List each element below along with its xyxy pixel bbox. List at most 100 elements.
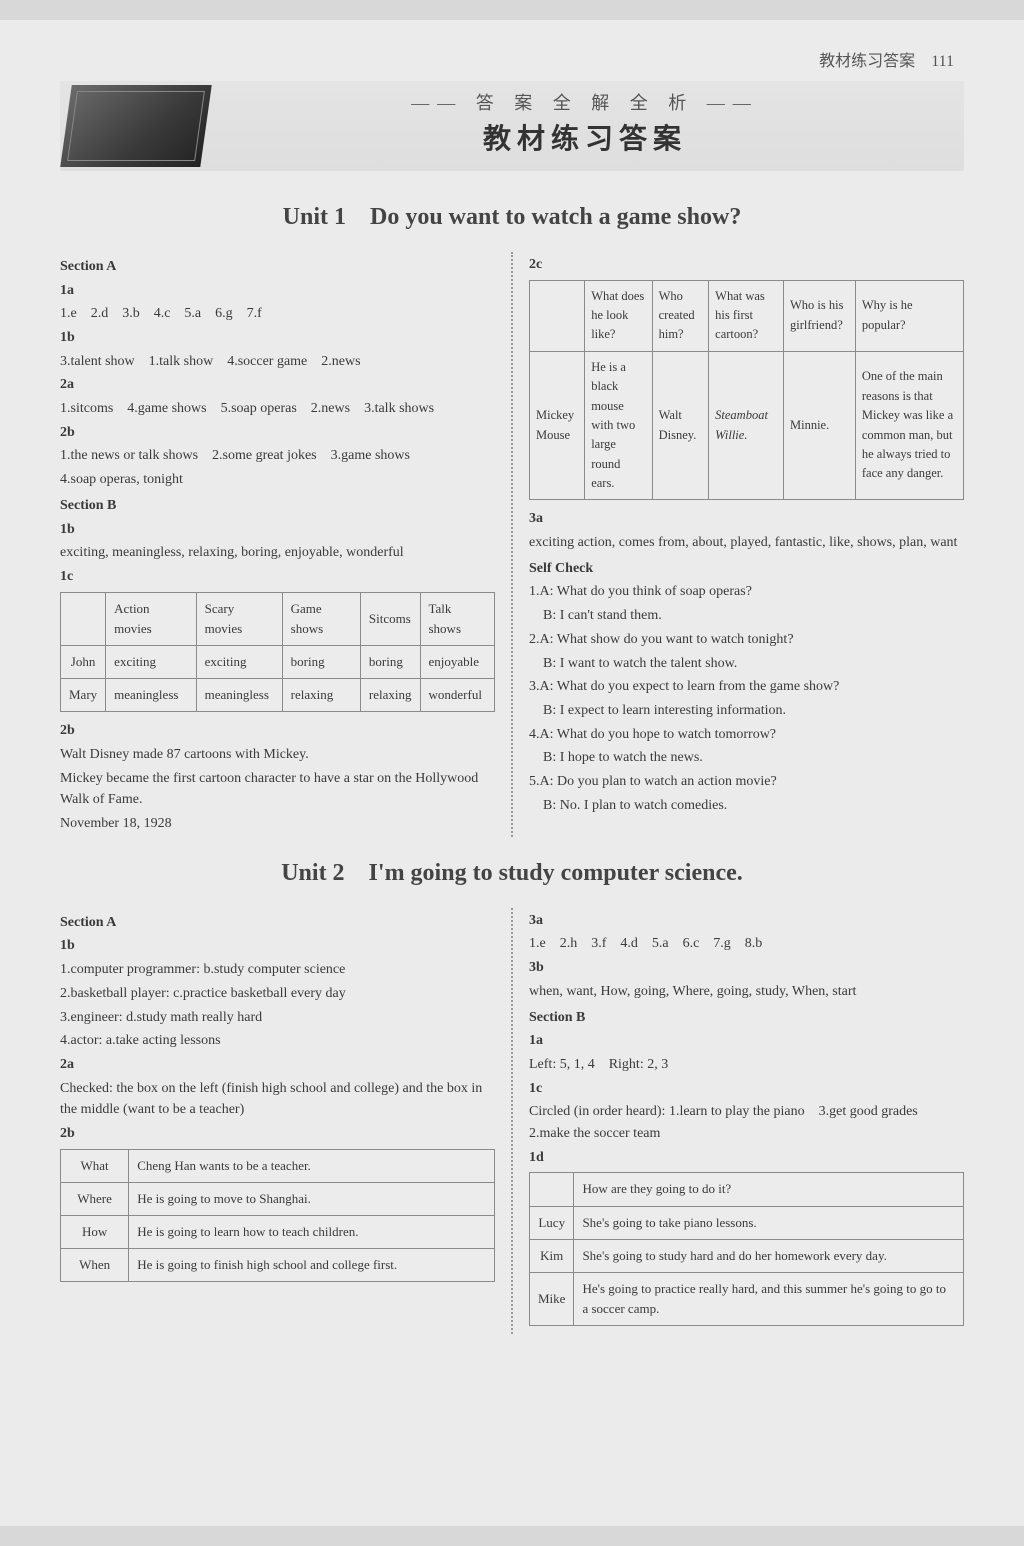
page: 教材练习答案 111 —— 答 案 全 解 全 析 —— 教材练习答案 Unit… xyxy=(0,20,1024,1526)
u1-sc-2a: 2.A: What show do you want to watch toni… xyxy=(529,629,964,651)
table-cell: Talk shows xyxy=(420,592,495,645)
table-cell: Who created him? xyxy=(652,280,709,351)
u1-2b-answers-1: 1.the news or talk shows 2.some great jo… xyxy=(60,445,495,467)
table-cell xyxy=(530,1173,574,1206)
unit1-right-col: 2c What does he look like? Who created h… xyxy=(529,252,964,837)
u2-3a-answers: 1.e 2.h 3.f 4.d 5.a 6.c 7.g 8.b xyxy=(529,933,964,955)
u2-1b-3: 3.engineer: d.study math really hard xyxy=(60,1007,495,1029)
table-cell: He is going to learn how to teach childr… xyxy=(129,1215,495,1248)
u1-2a-answers: 1.sitcoms 4.game shows 5.soap operas 2.n… xyxy=(60,398,495,420)
table-cell: Walt Disney. xyxy=(652,351,709,500)
u1-sectionA-label: Section A xyxy=(60,256,495,278)
banner-title: 教材练习答案 xyxy=(206,118,964,161)
u1-2b-answers-2: 4.soap operas, tonight xyxy=(60,469,495,491)
u1-1b-answers: 3.talent show 1.talk show 4.soccer game … xyxy=(60,351,495,373)
u1-sc-5a: 5.A: Do you plan to watch an action movi… xyxy=(529,771,964,793)
table-row: Lucy She's going to take piano lessons. xyxy=(530,1206,964,1239)
unit1-title: Unit 1 Do you want to watch a game show? xyxy=(60,199,964,236)
table-cell: He is going to move to Shanghai. xyxy=(129,1182,495,1215)
page-number: 111 xyxy=(931,53,954,70)
table-cell xyxy=(61,592,106,645)
table-cell: meaningless xyxy=(106,679,196,712)
u2-2a-answers: Checked: the box on the left (finish hig… xyxy=(60,1078,495,1121)
u1-sc-3a: 3.A: What do you expect to learn from th… xyxy=(529,676,964,698)
table-cell: How are they going to do it? xyxy=(574,1173,964,1206)
table-row: Mike He's going to practice really hard,… xyxy=(530,1272,964,1325)
table-cell: Action movies xyxy=(106,592,196,645)
u1-2b2-line2: Mickey became the first cartoon characte… xyxy=(60,768,495,811)
unit2-left-col: Section A 1b 1.computer programmer: b.st… xyxy=(60,908,495,1334)
u2-sectionB-label: Section B xyxy=(529,1007,964,1029)
column-divider xyxy=(511,908,513,1334)
u1-3a-answers: exciting action, comes from, about, play… xyxy=(529,532,964,554)
u1-2b2-label: 2b xyxy=(60,720,495,742)
table-cell: Mary xyxy=(61,679,106,712)
u1-sc-1b: B: I can't stand them. xyxy=(529,605,964,627)
u1-1b-label: 1b xyxy=(60,327,495,349)
u2-3a-label: 3a xyxy=(529,910,964,932)
u1-sc-4b: B: I hope to watch the news. xyxy=(529,747,964,769)
table-cell: Mike xyxy=(530,1272,574,1325)
table-row: Where He is going to move to Shanghai. xyxy=(61,1182,495,1215)
u1-2c-table: What does he look like? Who created him?… xyxy=(529,280,964,501)
table-row: What Cheng Han wants to be a teacher. xyxy=(61,1149,495,1182)
table-cell: Mickey Mouse xyxy=(530,351,585,500)
u1-sc-4a: 4.A: What do you hope to watch tomorrow? xyxy=(529,724,964,746)
u1-sectionB-label: Section B xyxy=(60,495,495,517)
header-label: 教材练习答案 xyxy=(819,53,915,70)
table-cell: He is a black mouse with two large round… xyxy=(585,351,652,500)
table-cell: boring xyxy=(282,645,360,678)
book-logo xyxy=(60,85,212,167)
u2-2b-table: What Cheng Han wants to be a teacher. Wh… xyxy=(60,1149,495,1283)
unit1-left-col: Section A 1a 1.e 2.d 3.b 4.c 5.a 6.g 7.f… xyxy=(60,252,495,837)
u1-2b-label: 2b xyxy=(60,422,495,444)
table-cell: What xyxy=(61,1149,129,1182)
table-cell: One of the main reasons is that Mickey w… xyxy=(855,351,963,500)
table-cell: What does he look like? xyxy=(585,280,652,351)
table-cell: Minnie. xyxy=(784,351,856,500)
u1-1c-table: Action movies Scary movies Game shows Si… xyxy=(60,592,495,713)
u2-1b-4: 4.actor: a.take acting lessons xyxy=(60,1030,495,1052)
table-row: What does he look like? Who created him?… xyxy=(530,280,964,351)
u2-3b-answers: when, want, How, going, Where, going, st… xyxy=(529,981,964,1003)
u1-sc-2b: B: I want to watch the talent show. xyxy=(529,653,964,675)
table-cell: exciting xyxy=(106,645,196,678)
table-cell: He's going to practice really hard, and … xyxy=(574,1272,964,1325)
table-row: When He is going to finish high school a… xyxy=(61,1249,495,1282)
u1-3a-label: 3a xyxy=(529,508,964,530)
table-cell: exciting xyxy=(196,645,282,678)
table-row: How He is going to learn how to teach ch… xyxy=(61,1215,495,1248)
unit1-columns: Section A 1a 1.e 2.d 3.b 4.c 5.a 6.g 7.f… xyxy=(60,252,964,837)
table-cell: John xyxy=(61,645,106,678)
u2-1b-1: 1.computer programmer: b.study computer … xyxy=(60,959,495,981)
unit2-right-col: 3a 1.e 2.h 3.f 4.d 5.a 6.c 7.g 8.b 3b wh… xyxy=(529,908,964,1334)
table-row: Mickey Mouse He is a black mouse with tw… xyxy=(530,351,964,500)
u2-2a-label: 2a xyxy=(60,1054,495,1076)
u1-sc-1a: 1.A: What do you think of soap operas? xyxy=(529,581,964,603)
u1-1b2-label: 1b xyxy=(60,519,495,541)
u1-2b2-line1: Walt Disney made 87 cartoons with Mickey… xyxy=(60,744,495,766)
table-cell: meaningless xyxy=(196,679,282,712)
u1-2b2-line3: November 18, 1928 xyxy=(60,813,495,835)
table-cell: wonderful xyxy=(420,679,495,712)
table-cell: relaxing xyxy=(360,679,420,712)
table-cell: Why is he popular? xyxy=(855,280,963,351)
table-cell: When xyxy=(61,1249,129,1282)
u1-sc-3b: B: I expect to learn interesting informa… xyxy=(529,700,964,722)
table-cell: She's going to study hard and do her hom… xyxy=(574,1239,964,1272)
table-cell: Scary movies xyxy=(196,592,282,645)
u2-1a-label: 1a xyxy=(529,1030,964,1052)
table-row: Action movies Scary movies Game shows Si… xyxy=(61,592,495,645)
u2-1b-2: 2.basketball player: c.practice basketba… xyxy=(60,983,495,1005)
unit2-columns: Section A 1b 1.computer programmer: b.st… xyxy=(60,908,964,1334)
column-divider xyxy=(511,252,513,837)
u1-sc-5b: B: No. I plan to watch comedies. xyxy=(529,795,964,817)
u2-2b-label: 2b xyxy=(60,1123,495,1145)
u2-3b-label: 3b xyxy=(529,957,964,979)
table-cell: Game shows xyxy=(282,592,360,645)
u1-1b2-answers: exciting, meaningless, relaxing, boring,… xyxy=(60,542,495,564)
table-cell: relaxing xyxy=(282,679,360,712)
table-row: How are they going to do it? xyxy=(530,1173,964,1206)
u1-1c-label: 1c xyxy=(60,566,495,588)
page-header: 教材练习答案 111 xyxy=(60,50,964,75)
